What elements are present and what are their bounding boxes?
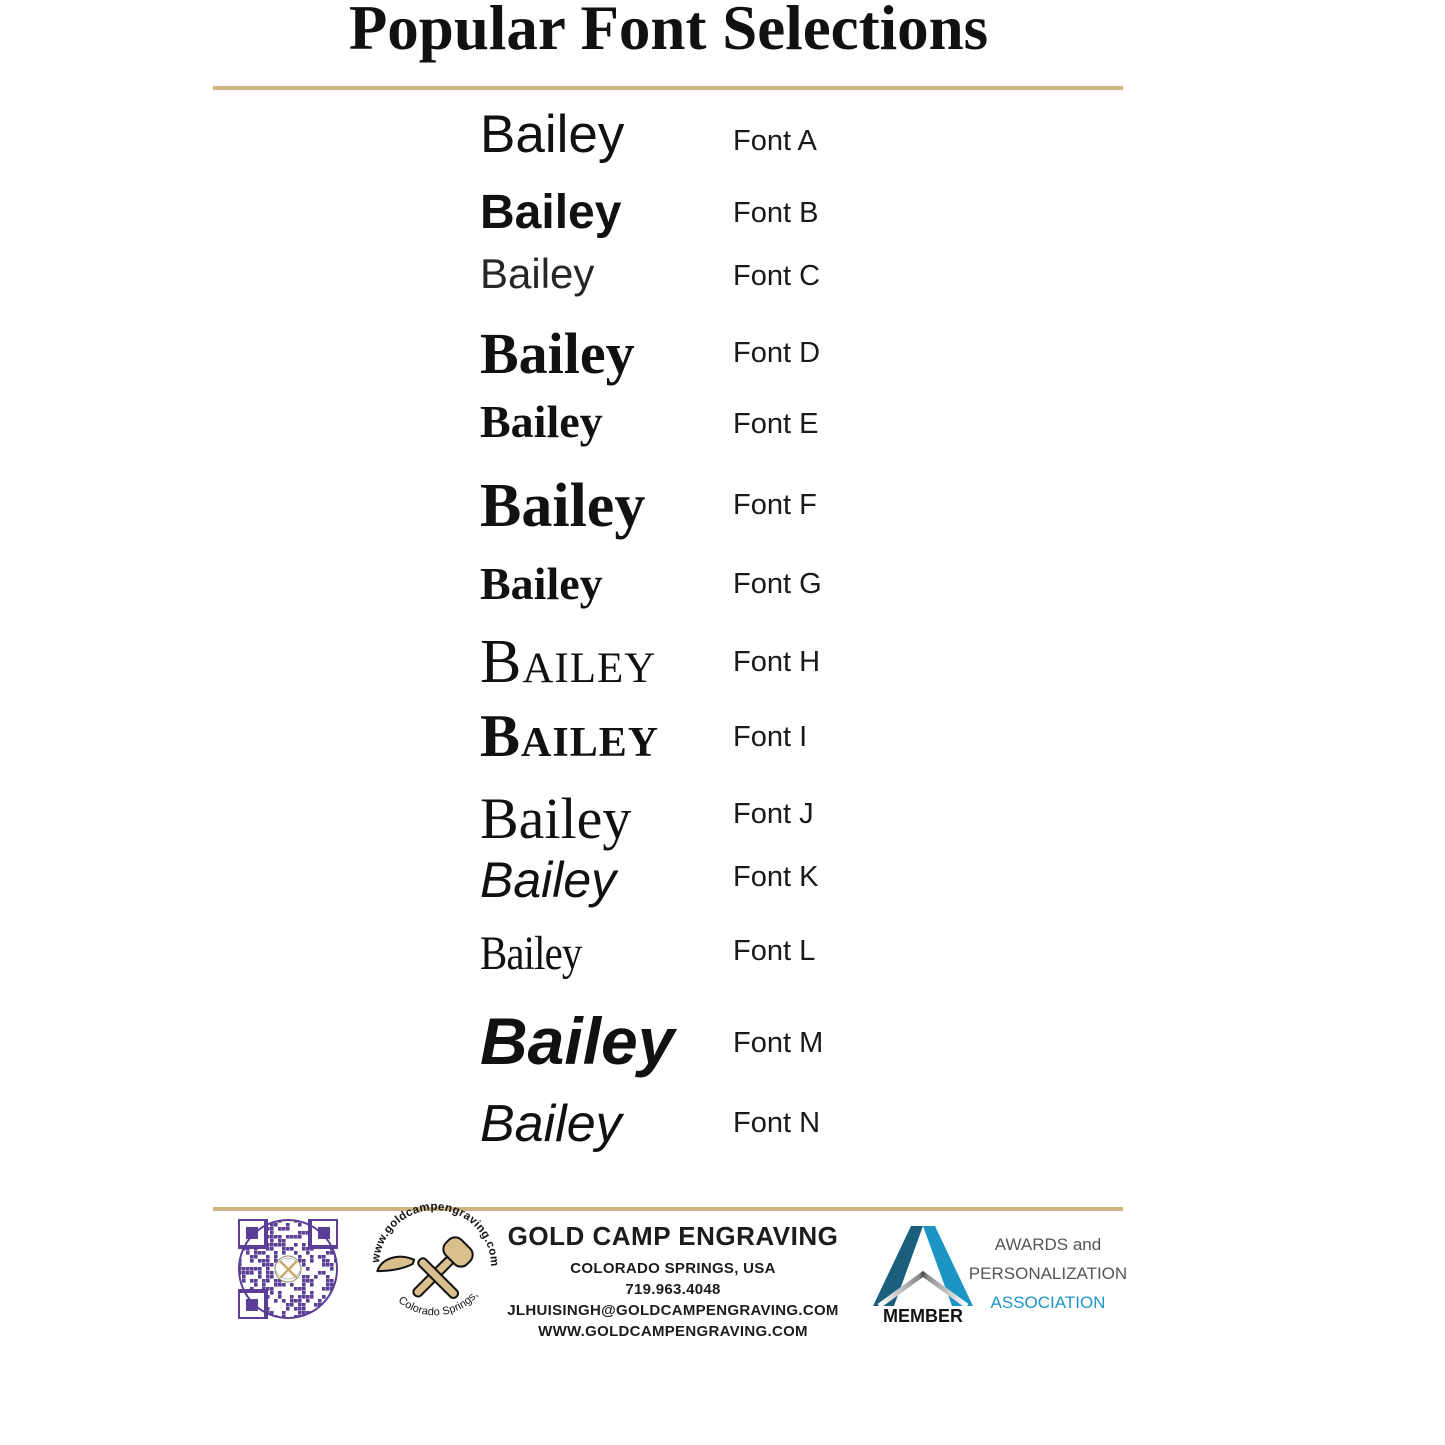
svg-text:www.goldcampengraving.com: www.goldcampengraving.com [370, 1201, 500, 1267]
